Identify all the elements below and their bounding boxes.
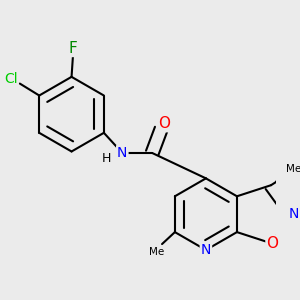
Text: O: O: [266, 236, 278, 251]
Text: Cl: Cl: [4, 72, 18, 86]
Text: F: F: [69, 41, 77, 56]
Text: N: N: [117, 146, 128, 160]
Text: N: N: [201, 243, 211, 257]
Text: m: m: [288, 164, 299, 174]
Text: Me: Me: [286, 164, 300, 174]
Text: N: N: [288, 207, 299, 221]
Text: O: O: [158, 116, 170, 131]
Text: Me: Me: [149, 247, 165, 256]
Text: H: H: [102, 152, 112, 165]
